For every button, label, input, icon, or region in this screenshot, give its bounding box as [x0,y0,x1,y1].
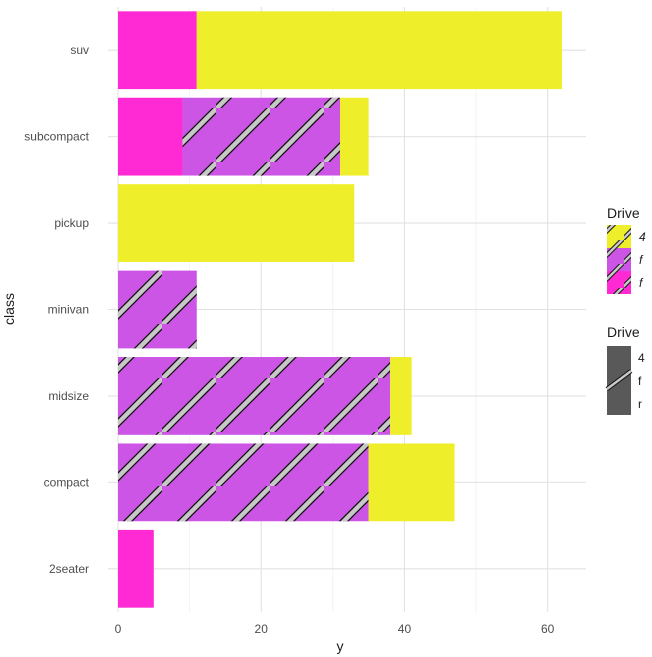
bars [118,11,562,608]
bar-minivan-fwd [118,270,197,349]
bar-compact-fwd [118,443,369,522]
x-tick-label: 20 [255,622,269,636]
y-tick-label: 2seater [49,562,89,576]
y-tick-label: pickup [54,216,89,230]
legend-pattern-label: r [638,397,642,411]
x-axis-title: y [337,638,344,654]
legend-pattern-key [605,346,633,415]
legend-pattern-label: 4 [638,351,645,365]
legend-fill-label: f [639,276,644,290]
bar-midsize-4wd [390,357,412,435]
legend-fill-key [607,225,631,248]
bar-2seater-rwd [118,529,154,608]
bar-suv-4wd [196,11,562,90]
legend-fill-key [607,271,631,294]
legend-fill-label: 4 [639,230,646,244]
y-axis-ticks: 2seater compact midsize minivan pickup subcom… [24,43,89,576]
legend-pattern: Drive 4 fr [605,324,645,415]
y-tick-label: suv [70,43,89,57]
legend-pattern-title: Drive [607,324,640,340]
legend-fill-title: Drive [607,205,640,221]
bar-subcompact-4wd [340,97,369,176]
legend-fill: Drive 4 ff [607,205,646,294]
y-tick-label: subcompact [24,130,89,144]
bar-midsize-fwd [118,357,391,435]
bar-subcompact-rwd [118,97,183,176]
x-tick-label: 60 [541,622,555,636]
y-tick-label: minivan [48,303,89,317]
x-tick-label: 0 [115,622,122,636]
x-tick-label: 40 [398,622,412,636]
bar-suv-rwd [118,11,197,90]
y-tick-label: compact [44,475,90,489]
legend-fill-label: f [639,253,644,267]
x-axis-ticks: 0 20 40 60 [115,622,555,636]
legend-pattern-label: f [638,374,642,388]
bar-pickup-4wd [118,184,355,262]
y-tick-label: midsize [48,389,89,403]
bar-compact-4wd [368,443,455,522]
y-axis-title: class [1,293,17,325]
legend-fill-key [607,248,631,271]
bar-subcompact-fwd [182,97,340,176]
